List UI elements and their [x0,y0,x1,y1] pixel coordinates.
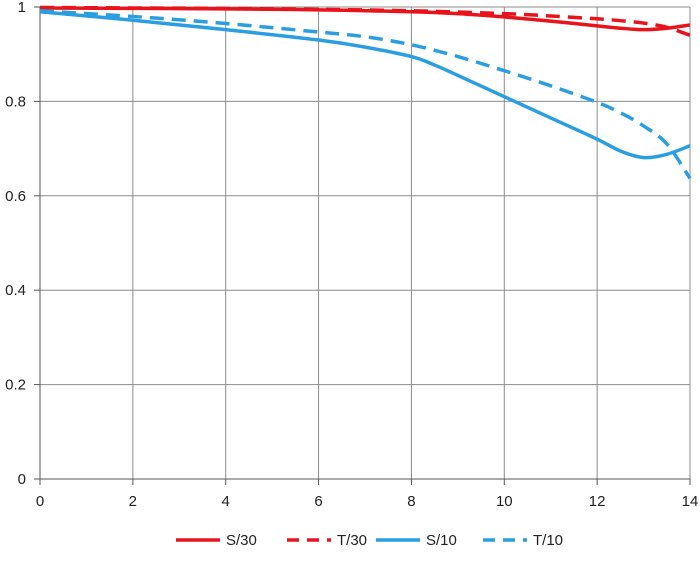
y-tick-label: 0.6 [5,188,26,205]
x-tick-label: 0 [36,493,44,510]
grid [39,6,691,480]
x-tick-label: 4 [222,493,230,510]
x-tick-label: 8 [407,493,415,510]
y-tick-label: 0.4 [5,282,26,299]
legend-label: S/30 [226,532,257,549]
series-line-s-30 [39,6,691,32]
x-tick-label: 6 [314,493,322,510]
x-tick-label: 2 [129,493,137,510]
series-line-t-30 [39,5,691,37]
x-tick-label: 14 [682,493,699,510]
x-tick-label: 10 [496,493,513,510]
series-line-s-10 [39,9,691,160]
series-line-t-10 [39,9,692,180]
legend-label: T/30 [337,532,367,549]
legend-label: T/10 [533,532,563,549]
y-tick-label: 1 [18,0,26,16]
series-lines [39,5,692,180]
x-tick-labels: 0 2 4 6 8 10 12 14 [36,493,699,510]
y-tick-labels: 0 0.2 0.4 0.6 0.8 1 [5,0,26,488]
y-tick-label: 0 [18,471,26,488]
x-tick-label: 12 [589,493,606,510]
y-tick-label: 0.8 [5,93,26,110]
y-tick-label: 0.2 [5,377,26,394]
axes [34,6,691,485]
legend: S/30 T/30 S/10 T/10 [176,532,563,549]
legend-label: S/10 [426,532,457,549]
